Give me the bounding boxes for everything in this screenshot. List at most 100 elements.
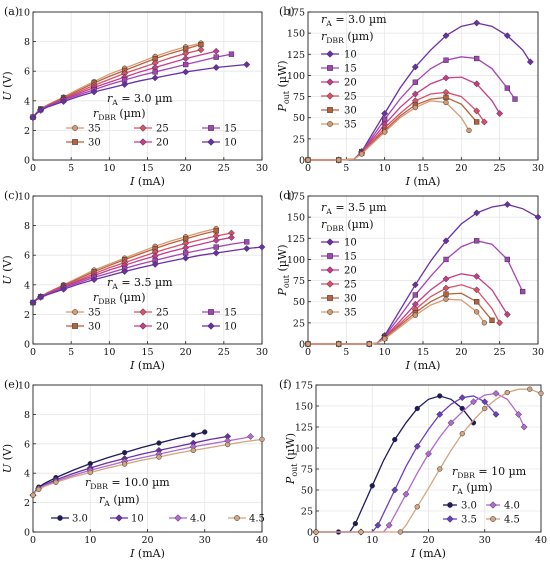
legend-marker [72,323,78,329]
y-tick-label: 0 [299,340,305,351]
data-point [29,114,37,122]
legend-label: 25 [156,308,169,319]
panel-label: (c) [4,189,19,202]
data-point [243,61,251,69]
data-point [397,529,404,535]
legend-label: 35 [88,124,101,135]
legend-title: rA (µm) [99,493,140,508]
x-tick-label: 10 [366,535,378,546]
data-point [225,441,231,448]
data-point [258,243,266,251]
legend-label: 30 [88,138,101,149]
y-tick-label: 100 [295,444,313,455]
data-point [90,276,98,284]
legend-marker [72,125,78,131]
y-axis-label: U (V) [1,255,14,284]
data-point [228,51,235,57]
data-point [305,157,311,163]
data-point [121,461,128,467]
y-tick-label: 4 [24,469,30,480]
series-20 [304,74,504,164]
x-tick-label: 15 [141,163,153,174]
x-tick-label: 10 [103,347,115,358]
legend-label: 35 [344,308,357,319]
data-point [504,389,510,396]
data-point [443,57,449,63]
y-tick-label: 2 [24,498,30,509]
series-10 [29,243,266,307]
data-point [60,98,68,106]
y-tick-label: 125 [295,423,313,434]
x-tick-label: 0 [305,163,311,174]
legend-label: 25 [156,124,169,135]
legend-marker [327,295,333,301]
series-25 [304,88,488,164]
x-tick-label: 0 [30,535,36,546]
data-point [473,209,481,217]
series-4.5 [30,436,265,498]
legend-marker [327,121,333,127]
data-point [212,236,220,244]
x-tick-label: 5 [68,163,74,174]
y-tick-label: 0 [24,340,30,351]
panel-d: (d) 0 5 10 15 20 25 30 0 25 50 75 100 125 150 175 I (mA)… [276,189,544,372]
data-point [121,81,129,88]
legend-title: rDBR = 10.0 µm [85,476,170,491]
y-tick-label: 75 [301,465,313,476]
series-35 [305,296,487,347]
legend-marker [207,138,215,146]
data-point [227,233,235,241]
x-tick-label: 10 [84,535,96,546]
y-tick-label: 150 [287,213,305,224]
data-point [496,110,504,117]
data-point [412,104,418,111]
data-point [212,47,220,55]
data-point [504,85,510,91]
data-point [473,80,481,88]
y-tick-label: 25 [293,318,305,329]
legend-marker [139,138,147,146]
x-tick-label: 15 [141,347,153,358]
data-point [182,254,190,262]
y-tick-label: 75 [293,276,305,287]
y-tick-label: 10 [18,8,30,19]
data-point [213,244,219,250]
y-tick-label: 25 [301,507,313,518]
data-point [190,432,196,438]
y-tick-label: 150 [287,29,305,40]
legend-title: rA = 3.5 µm [321,201,387,216]
y-tick-label: 6 [24,439,30,450]
series-4.5 [313,386,544,535]
data-point [151,74,159,82]
series-line [308,284,501,345]
panel-f: (f) 0 10 20 30 40 0 25 50 75 100 125 150 175 I (mA) Pou… [279,378,547,560]
series-15 [305,238,526,347]
legend-label: 3.5 [461,515,477,526]
data-point [481,398,489,406]
y-tick-label: 6 [24,251,30,262]
legend-marker [490,516,496,522]
legend-marker [327,309,333,315]
data-point [411,63,419,71]
y-tick-label: 75 [293,92,305,103]
legend-label: 20 [156,138,169,149]
data-point [437,393,443,399]
series-30 [305,94,480,163]
legend-marker [446,515,454,523]
series-25 [304,284,504,348]
x-axis-label: I (mA) [129,359,165,372]
data-point [503,200,511,208]
legend-label: 10 [344,50,357,61]
x-tick-label: 10 [379,163,391,174]
data-point [442,88,450,96]
x-tick-label: 5 [343,347,349,358]
data-point [358,529,364,535]
y-tick-label: 8 [24,221,30,232]
legend-label: 15 [344,64,357,75]
y-tick-label: 50 [301,486,313,497]
data-point [30,492,36,498]
panel-label: (a) [4,5,19,18]
legend-label: 15 [224,124,237,135]
x-tick-label: 25 [494,347,506,358]
y-tick-label: 10 [18,192,30,203]
